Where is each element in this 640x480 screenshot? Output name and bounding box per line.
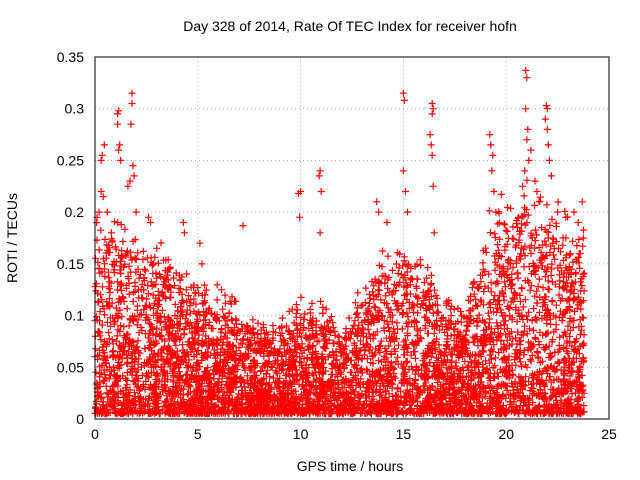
y-tick-label: 0.35 (57, 49, 84, 65)
x-tick-label: 5 (194, 426, 202, 442)
y-tick-label: 0.15 (57, 256, 84, 272)
x-tick-label: 0 (91, 426, 99, 442)
data-points (91, 66, 588, 418)
y-tick-label: 0.05 (57, 359, 84, 375)
plot-frame (94, 56, 610, 420)
x-tick-label: 20 (498, 426, 514, 442)
x-tick-label: 10 (293, 426, 309, 442)
chart-title: Day 328 of 2014, Rate Of TEC Index for r… (183, 18, 517, 34)
roti-points (91, 66, 588, 418)
y-tick-label: 0.25 (57, 152, 84, 168)
y-tick-label: 0.1 (65, 308, 85, 324)
y-tick-labels: 0 0.05 0.1 0.15 0.2 0.25 0.3 0.35 (57, 49, 84, 427)
x-tick-label: 15 (396, 426, 412, 442)
y-tick-label: 0.2 (65, 204, 85, 220)
x-tick-label: 25 (601, 426, 617, 442)
y-tick-label: 0 (76, 411, 84, 427)
x-tick-labels: 0 5 10 15 20 25 (91, 426, 617, 442)
y-axis-label: ROTI / TECUs (4, 193, 20, 283)
y-tick-label: 0.3 (65, 101, 85, 117)
x-axis-label: GPS time / hours (297, 458, 404, 474)
